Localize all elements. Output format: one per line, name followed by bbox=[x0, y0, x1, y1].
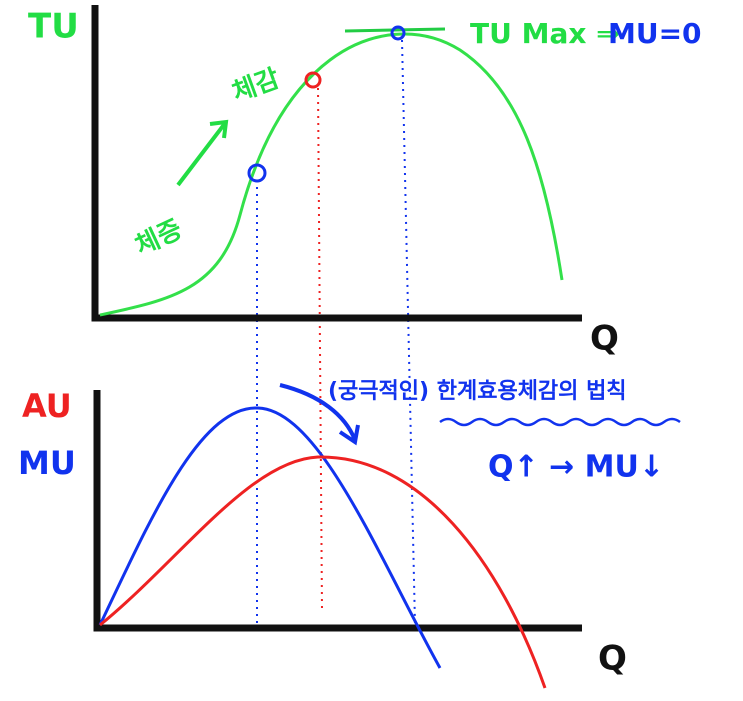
axes bbox=[91, 5, 582, 322]
arrow bbox=[176, 119, 229, 187]
y-label: MU bbox=[18, 444, 76, 482]
au-curve bbox=[99, 455, 547, 689]
law-text: (궁극적인) 한계효용체감의 법칙 bbox=[328, 379, 627, 404]
rule-text: Q↑ → MU↓ bbox=[488, 450, 664, 485]
y-label: AU bbox=[22, 387, 72, 425]
wavy-underline bbox=[439, 417, 681, 427]
point bbox=[247, 163, 267, 183]
tu-curve bbox=[99, 32, 564, 317]
annotation: MU=0 bbox=[608, 17, 702, 50]
x-label: Q bbox=[598, 639, 627, 679]
annotation: 체증 bbox=[131, 214, 187, 261]
axes bbox=[93, 390, 582, 632]
arrow bbox=[279, 383, 360, 446]
point bbox=[390, 25, 406, 41]
guide-line bbox=[401, 39, 416, 626]
tangent-line bbox=[344, 27, 446, 33]
guide-line bbox=[317, 87, 323, 611]
annotation: TU Max ⇒ bbox=[470, 17, 620, 50]
point bbox=[304, 71, 322, 89]
annotation: 체감 bbox=[228, 64, 283, 109]
mu-curve bbox=[98, 406, 442, 669]
y-label: TU bbox=[28, 7, 79, 47]
x-label: Q bbox=[590, 319, 619, 359]
